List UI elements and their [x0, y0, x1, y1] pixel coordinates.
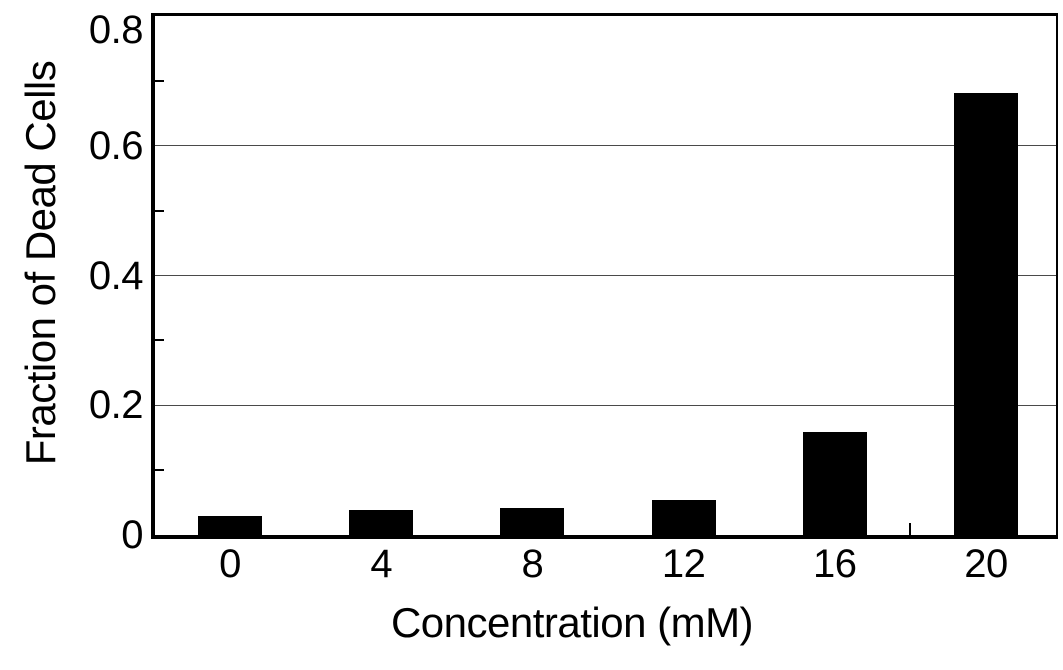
y-gridline: [155, 404, 1056, 406]
y-tick-label: 0.6: [88, 123, 144, 168]
x-tick-label: 4: [370, 542, 393, 586]
y-tick-label: 0.4: [88, 253, 144, 298]
x-axis-tick-labels: 0 4 8 12 16 20: [155, 542, 1056, 590]
y-axis-tick-labels: 0 0.2 0.4 0.6 0.8: [40, 0, 144, 670]
bar-20mM: [954, 93, 1018, 535]
x-tick-label: 12: [661, 542, 706, 586]
bar-8mM: [500, 508, 565, 535]
x-tick-label: 16: [813, 542, 857, 586]
x-tick-label: 0: [219, 542, 241, 586]
bar-12mM: [651, 500, 716, 535]
plot-area: [151, 13, 1058, 539]
x-axis-title: Concentration (mM): [390, 599, 754, 646]
y-minor-tick: [155, 209, 164, 212]
y-tick-label: 0: [121, 513, 143, 557]
y-tick-label: 0.2: [88, 383, 144, 428]
bar-0mM: [198, 516, 262, 535]
y-tick-label: 0.8: [88, 8, 144, 52]
bar-16mM: [802, 432, 867, 535]
bar-4mM: [349, 510, 414, 535]
y-minor-tick: [155, 469, 164, 472]
y-gridline: [155, 145, 1056, 147]
x-minor-tick: [909, 523, 912, 535]
y-minor-tick: [155, 339, 164, 342]
x-tick-label: 8: [521, 542, 544, 586]
y-minor-tick: [155, 79, 164, 82]
y-gridline: [155, 275, 1056, 276]
x-tick-label: 20: [964, 542, 1008, 586]
